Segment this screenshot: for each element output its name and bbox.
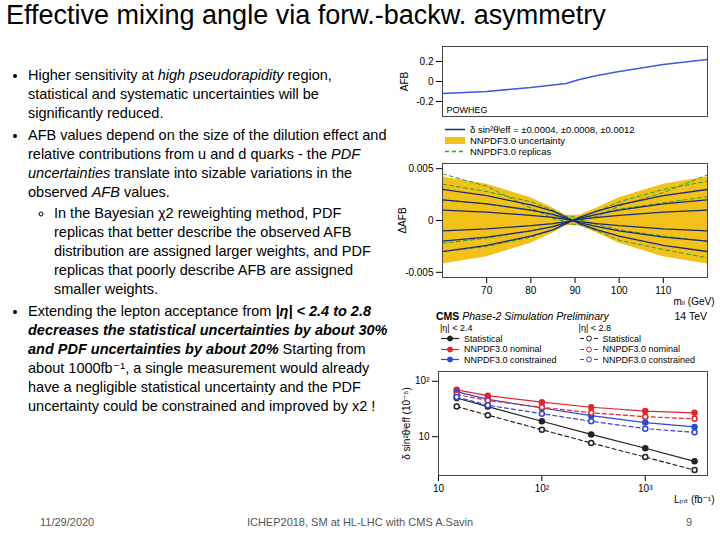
- html-text:NNPDF3.0 nominal: NNPDF3.0 nominal: [464, 344, 542, 354]
- svg-text:110: 110: [655, 285, 671, 296]
- html-text:Statistical: Statistical: [464, 333, 503, 344]
- html-text:9: 9: [685, 516, 692, 528]
- html-text:Higher sensitivity at high pse: Higher sensitivity at high pseudorapidit…: [28, 67, 332, 121]
- svg-text:80: 80: [525, 285, 537, 296]
- html-text:Effective mixing angle via for: Effective mixing angle via forw.-backw. …: [6, 0, 606, 30]
- svg-text:-0.2: -0.2: [416, 96, 434, 107]
- svg-text:δ sin²θˡeff (10⁻⁵): δ sin²θˡeff (10⁻⁵): [401, 387, 412, 460]
- svg-text:0: 0: [428, 76, 434, 87]
- html-text:ICHEP2018, SM at HL-LHC with C: ICHEP2018, SM at HL-LHC with CMS A.Savin: [246, 516, 474, 528]
- svg-text:90: 90: [569, 285, 581, 296]
- svg-text:0.2: 0.2: [420, 56, 434, 67]
- html-text:Extending the lepton acceptanc: Extending the lepton acceptance from |η|…: [28, 303, 388, 414]
- svg-text:10: 10: [433, 483, 445, 494]
- html-text:11/29/2020: 11/29/2020: [40, 516, 95, 528]
- html-text:Statistical: Statistical: [602, 333, 642, 344]
- html-text:14 TeV: 14 TeV: [674, 310, 707, 322]
- svg-text:ΔAFB: ΔAFB: [397, 207, 408, 233]
- svg-text:0: 0: [428, 215, 434, 226]
- html-text:CMS Phase-2 Simulation Prelimi: CMS Phase-2 Simulation Preliminary: [436, 310, 609, 322]
- html-text:δ sin²θˡeff = ±0.0004, ±0.0008: δ sin²θˡeff = ±0.0004, ±0.0008, ±0.0012: [470, 124, 635, 135]
- svg-text:70: 70: [481, 285, 493, 296]
- svg-text:mₗₗ (GeV): mₗₗ (GeV): [673, 296, 714, 307]
- html-text:NNPDF3.0 nominal: NNPDF3.0 nominal: [602, 344, 681, 354]
- html-text:In the Bayesian χ2 reweighting: In the Bayesian χ2 reweighting method, P…: [54, 205, 371, 297]
- html-text:NNPDF3.0 constrained: NNPDF3.0 constrained: [464, 354, 557, 365]
- html-text:NNPDF3.0 constrained: NNPDF3.0 constrained: [602, 354, 696, 365]
- html-text:|η| < 2.8: |η| < 2.8: [578, 323, 611, 333]
- html-text:NNPDF3.0 replicas: NNPDF3.0 replicas: [470, 146, 552, 157]
- svg-text:10³: 10³: [638, 483, 653, 494]
- svg-text:10²: 10²: [535, 483, 550, 494]
- svg-text:POWHEG: POWHEG: [447, 105, 488, 115]
- svg-text:10: 10: [418, 431, 430, 442]
- svg-text:AFB: AFB: [399, 71, 410, 91]
- svg-text:10²: 10²: [415, 375, 430, 386]
- svg-text:-0.005: -0.005: [405, 267, 434, 278]
- html-text:NNPDF3.0 uncertainty: NNPDF3.0 uncertainty: [470, 135, 565, 146]
- svg-text:Lᵢₙₜ (fb⁻¹): Lᵢₙₜ (fb⁻¹): [674, 494, 714, 505]
- svg-text:100: 100: [611, 285, 628, 296]
- html-text:|η| < 2.4: |η| < 2.4: [440, 323, 473, 333]
- html-text:AFB values depend on the size: AFB values depend on the size of the dil…: [28, 127, 387, 200]
- svg-text:0.005: 0.005: [408, 163, 433, 174]
